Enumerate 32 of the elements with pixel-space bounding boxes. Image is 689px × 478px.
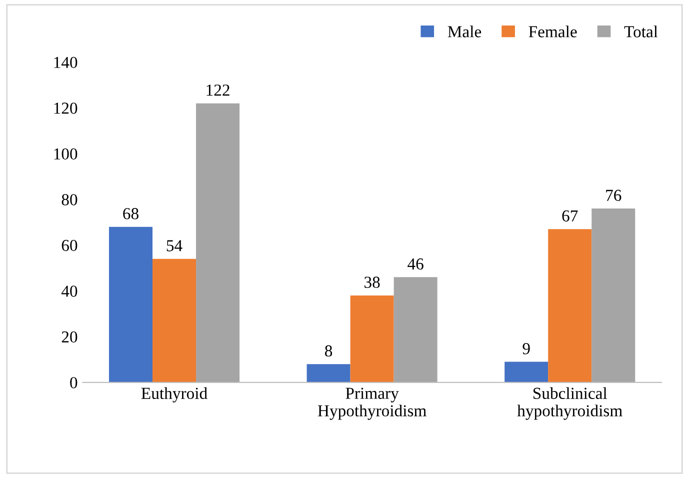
data-label: 54 xyxy=(166,240,182,252)
data-label: 46 xyxy=(408,258,424,270)
x-tick-label: Euthyroid xyxy=(141,387,208,402)
y-tick-label: 0 xyxy=(70,377,78,388)
x-tick-label: Subclinical hypothyroidism xyxy=(517,387,622,420)
y-tick-label: 60 xyxy=(62,240,78,252)
legend-label: Total xyxy=(624,26,658,38)
bar xyxy=(306,364,350,382)
bar xyxy=(196,103,240,382)
bar xyxy=(548,229,592,382)
data-label: 67 xyxy=(562,210,578,222)
y-tick-label: 140 xyxy=(54,56,78,68)
data-label: 122 xyxy=(206,84,230,96)
y-tick-label: 120 xyxy=(54,102,78,114)
data-label: 9 xyxy=(522,343,530,354)
data-label: 76 xyxy=(606,190,622,201)
data-label: 68 xyxy=(123,208,138,220)
data-label: 8 xyxy=(325,345,332,357)
bar xyxy=(152,258,196,382)
bar xyxy=(592,208,636,382)
bar xyxy=(504,362,548,382)
y-tick-label: 40 xyxy=(61,286,78,297)
y-tick-label: 100 xyxy=(54,148,78,160)
bar xyxy=(394,277,438,382)
x-tick-label: Primary Hypothyroidism xyxy=(318,388,426,420)
data-label: 38 xyxy=(364,276,380,288)
bar xyxy=(350,295,394,382)
bar xyxy=(108,226,153,382)
legend-label: Female xyxy=(528,26,577,38)
y-tick-label: 80 xyxy=(62,194,78,206)
y-tick-label: 20 xyxy=(62,331,78,343)
legend-label: Male xyxy=(448,26,482,38)
